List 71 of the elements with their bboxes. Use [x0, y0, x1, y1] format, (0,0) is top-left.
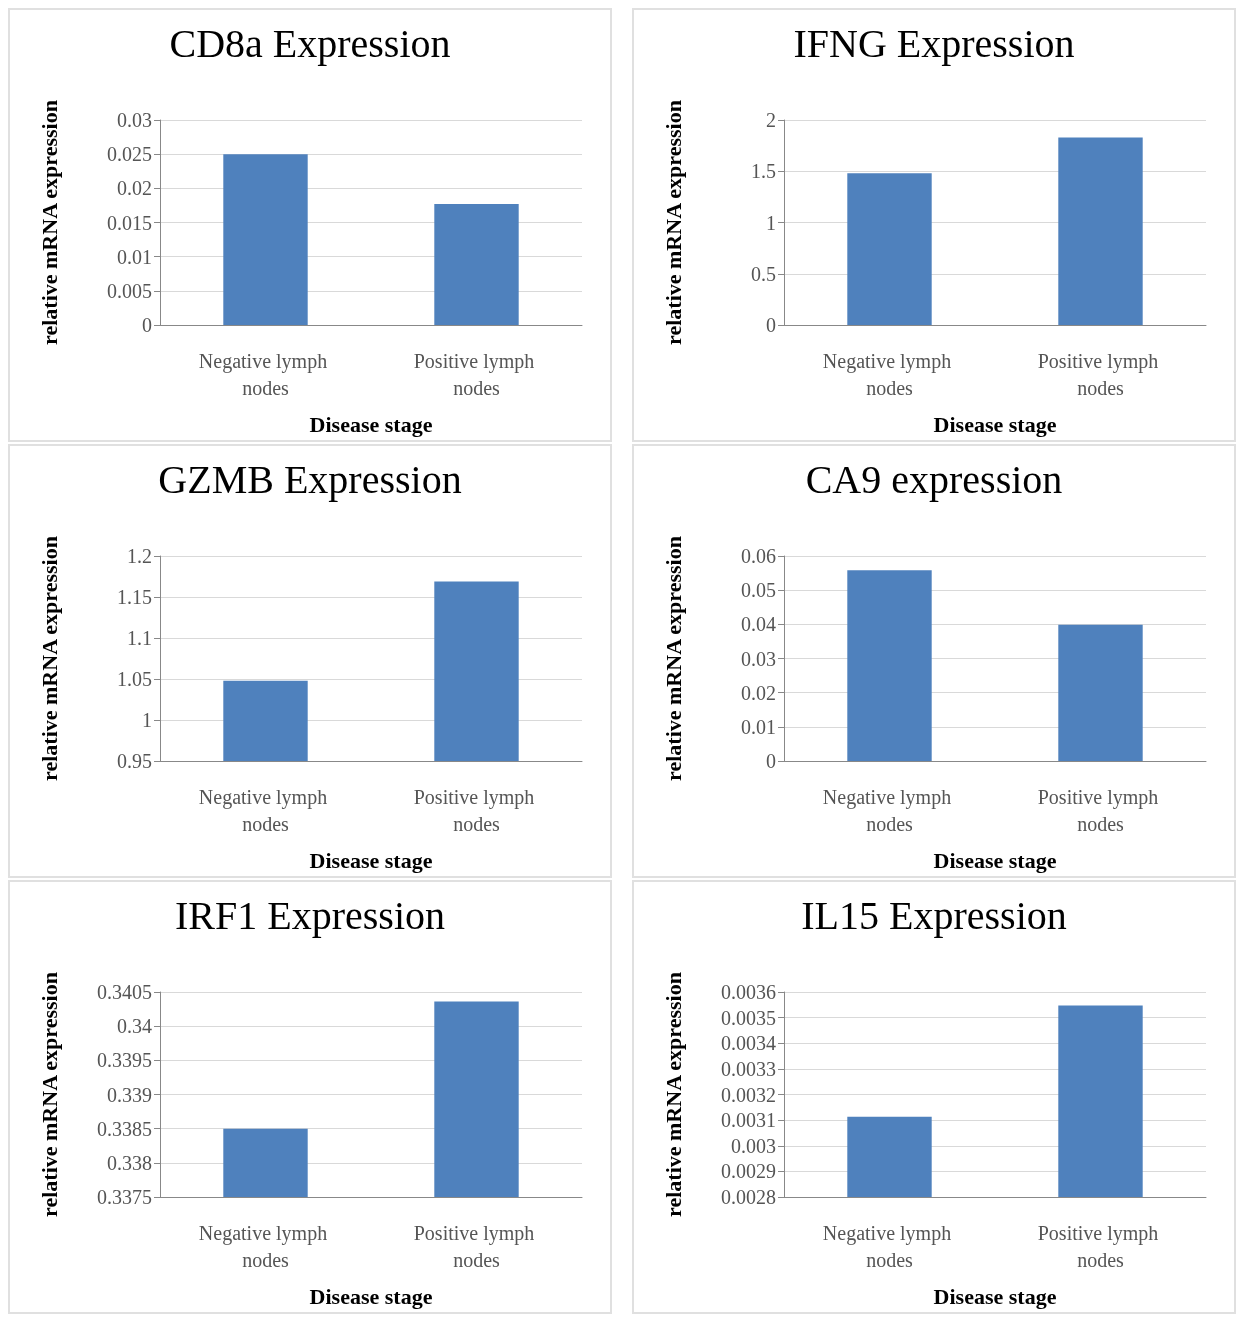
y-tick-label: 1.2: [127, 545, 152, 567]
y-tick-label: 0.01: [741, 715, 776, 738]
x-axis-title: Disease stage: [309, 411, 433, 437]
y-axis-title: relative mRNA expression: [660, 536, 686, 781]
y-tick-label: 0.05: [741, 579, 776, 602]
x-tick-label: Positive lymph nodes: [1037, 785, 1164, 835]
y-tick-label: 0.95: [117, 750, 152, 772]
y-tick-label: 0.338: [107, 1151, 152, 1174]
x-tick-label: Negative lymph nodes: [198, 785, 333, 835]
y-tick-label: 0.0031: [721, 1109, 776, 1132]
y-tick-label: 0.0029: [721, 1160, 776, 1183]
x-tick-label: Negative lymph nodes: [822, 349, 957, 399]
y-axis-title: relative mRNA expression: [36, 972, 62, 1217]
y-tick-label: 0.03: [117, 109, 152, 131]
y-tick-label: 0.3405: [97, 981, 152, 1003]
y-axis-title: relative mRNA expression: [36, 536, 62, 781]
y-tick-label: 0: [766, 314, 776, 336]
y-tick-label: 0.0033: [721, 1057, 776, 1080]
x-tick-label: Negative lymph nodes: [198, 1221, 333, 1271]
y-tick-label: 0.3395: [97, 1049, 152, 1072]
y-tick-label: 0.025: [107, 143, 152, 166]
y-tick-label: 0.003: [731, 1134, 776, 1157]
y-tick-label: 0.3375: [97, 1186, 152, 1208]
y-tick-label: 0.02: [117, 177, 152, 200]
y-tick-label: 0.339: [107, 1083, 152, 1106]
chart-title: GZMB Expression: [158, 456, 462, 502]
y-tick-label: 0.3385: [97, 1117, 152, 1140]
x-axis-title: Disease stage: [309, 1283, 433, 1309]
y-tick-label: 0.02: [741, 681, 776, 704]
x-axis-title: Disease stage: [933, 411, 1057, 437]
x-axis-title: Disease stage: [309, 847, 433, 873]
y-tick-label: 1.1: [127, 627, 152, 649]
x-tick-label: Positive lymph nodes: [1037, 349, 1164, 399]
y-tick-label: 0.0032: [721, 1083, 776, 1106]
y-tick-label: 1.15: [117, 586, 152, 608]
y-tick-label: 0.34: [117, 1015, 152, 1038]
y-tick-label: 0.0036: [721, 981, 776, 1003]
chart-title: IL15 Expression: [801, 892, 1067, 938]
chart-title: CA9 expression: [805, 456, 1063, 502]
chart-title: IRF1 Expression: [175, 892, 445, 938]
y-tick-label: 0.06: [741, 545, 776, 567]
y-tick-label: 0.0034: [721, 1032, 776, 1055]
y-tick-label: 0.0028: [721, 1186, 776, 1208]
y-tick-label: 0.5: [751, 262, 776, 285]
y-tick-label: 0: [142, 314, 152, 336]
y-tick-label: 0.005: [107, 279, 152, 302]
y-tick-label: 0.03: [741, 647, 776, 670]
y-tick-label: 1.05: [117, 668, 152, 690]
y-tick-label: 0.015: [107, 211, 152, 234]
y-axis-title: relative mRNA expression: [660, 972, 686, 1217]
y-axis-title: relative mRNA expression: [36, 100, 62, 345]
y-tick-label: 1: [142, 709, 152, 731]
x-tick-label: Negative lymph nodes: [822, 1221, 957, 1271]
x-axis-title: Disease stage: [933, 1283, 1057, 1309]
x-tick-label: Positive lymph nodes: [1037, 1221, 1164, 1271]
chart-title: CD8a Expression: [169, 20, 451, 66]
x-tick-label: Negative lymph nodes: [198, 349, 333, 399]
x-axis-title: Disease stage: [933, 847, 1057, 873]
x-tick-label: Positive lymph nodes: [413, 1221, 540, 1271]
y-tick-label: 1: [766, 211, 776, 234]
chart-title: IFNG Expression: [793, 20, 1075, 66]
x-tick-label: Positive lymph nodes: [413, 785, 540, 835]
x-tick-label: Positive lymph nodes: [413, 349, 540, 399]
y-tick-label: 2: [766, 109, 776, 131]
x-tick-label: Negative lymph nodes: [822, 785, 957, 835]
y-tick-label: 1.5: [751, 160, 776, 183]
y-axis-title: relative mRNA expression: [660, 100, 686, 345]
y-tick-label: 0.01: [117, 245, 152, 268]
y-tick-label: 0.04: [741, 613, 776, 636]
y-tick-label: 0: [766, 750, 776, 772]
y-tick-label: 0.0035: [721, 1006, 776, 1029]
